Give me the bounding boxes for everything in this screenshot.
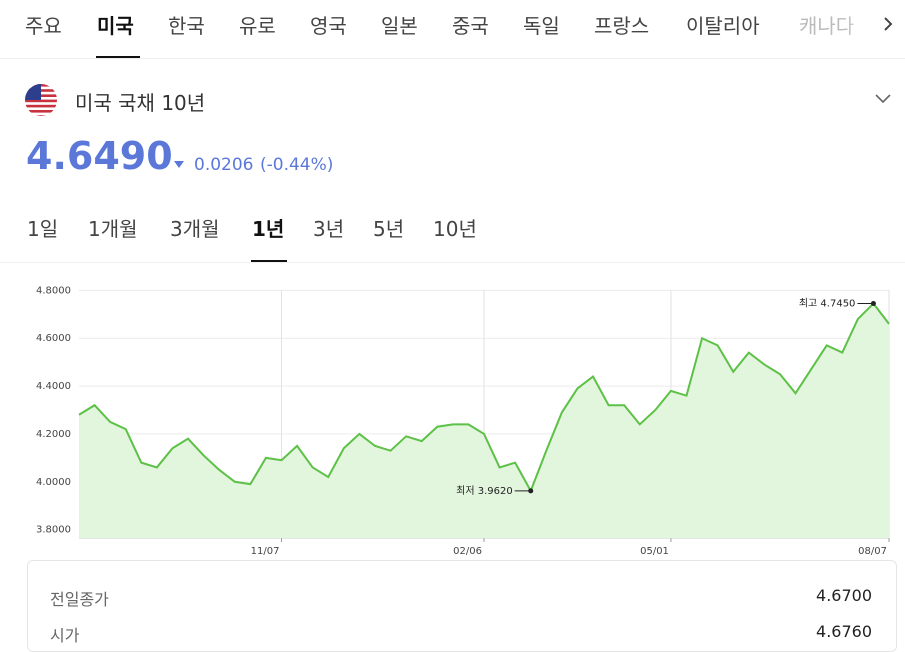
chart: 3.8000 4.0000 4.2000 4.4000 4.6000 4.8000 11/0… xyxy=(36,285,890,557)
label: 시가 xyxy=(50,626,80,645)
tab[interactable]: 캐나다 xyxy=(799,14,855,38)
tab-underline xyxy=(96,56,140,58)
tab[interactable]: 한국 xyxy=(168,14,205,38)
y-tick-label: 4.8000 xyxy=(36,285,71,296)
tab[interactable]: 영국 xyxy=(310,14,347,38)
tab[interactable]: 주요 xyxy=(25,14,62,38)
down-arrow xyxy=(174,161,184,168)
tab[interactable]: 일본 xyxy=(381,14,418,38)
annotation: 최고 4.7450 xyxy=(799,298,856,310)
period-underline xyxy=(251,260,287,262)
change-pct: (-0.44%) xyxy=(260,155,334,175)
divider xyxy=(0,58,905,59)
line xyxy=(78,302,890,494)
value: 4.6760 xyxy=(816,622,872,641)
scroll-right[interactable] xyxy=(880,14,896,34)
expand[interactable] xyxy=(874,92,892,106)
x-tick-label: 02/06 xyxy=(453,546,482,557)
y-tick-label: 4.4000 xyxy=(36,381,71,392)
period[interactable]: 10년 xyxy=(433,217,477,241)
period[interactable]: 3개월 xyxy=(170,217,220,241)
y-tick-label: 4.0000 xyxy=(36,477,71,488)
y-tick-label: 4.6000 xyxy=(36,333,71,344)
period[interactable]: 3년 xyxy=(313,217,345,241)
label: 전일종가 xyxy=(50,590,109,609)
y-tick-label: 3.8000 xyxy=(36,525,71,536)
tab[interactable]: 이탈리아 xyxy=(686,14,760,38)
summary-box: 전일종가 4.6700 시가 4.6760 xyxy=(27,560,897,652)
area xyxy=(79,303,889,538)
fade xyxy=(846,0,905,50)
divider xyxy=(0,262,905,263)
period[interactable]: 1일 xyxy=(27,217,59,241)
period[interactable]: 1개월 xyxy=(88,217,138,241)
x-tick-label: 05/01 xyxy=(640,546,669,557)
tab[interactable]: 중국 xyxy=(452,14,489,38)
x-tick-label: 11/07 xyxy=(251,546,280,557)
annotation: 최저 3.9620 xyxy=(456,485,513,497)
tab[interactable]: 미국 xyxy=(97,14,134,38)
tab[interactable]: 독일 xyxy=(523,14,560,38)
summary-row: 시가 4.6760 xyxy=(50,622,872,646)
value: 4.6700 xyxy=(816,586,872,605)
tab[interactable]: 프랑스 xyxy=(594,14,650,38)
summary-row: 전일종가 4.6700 xyxy=(50,586,872,610)
tab[interactable]: 유로 xyxy=(239,14,276,38)
change: 0.0206 xyxy=(194,155,254,175)
x-tick-label: 08/07 xyxy=(858,546,887,557)
flag xyxy=(25,84,57,116)
instrument-name: 미국 국채 10년 xyxy=(75,91,206,115)
price: 4.6490 xyxy=(26,134,173,178)
period[interactable]: 5년 xyxy=(373,217,405,241)
y-tick-label: 4.2000 xyxy=(36,429,71,440)
period[interactable]: 1년 xyxy=(252,217,285,241)
